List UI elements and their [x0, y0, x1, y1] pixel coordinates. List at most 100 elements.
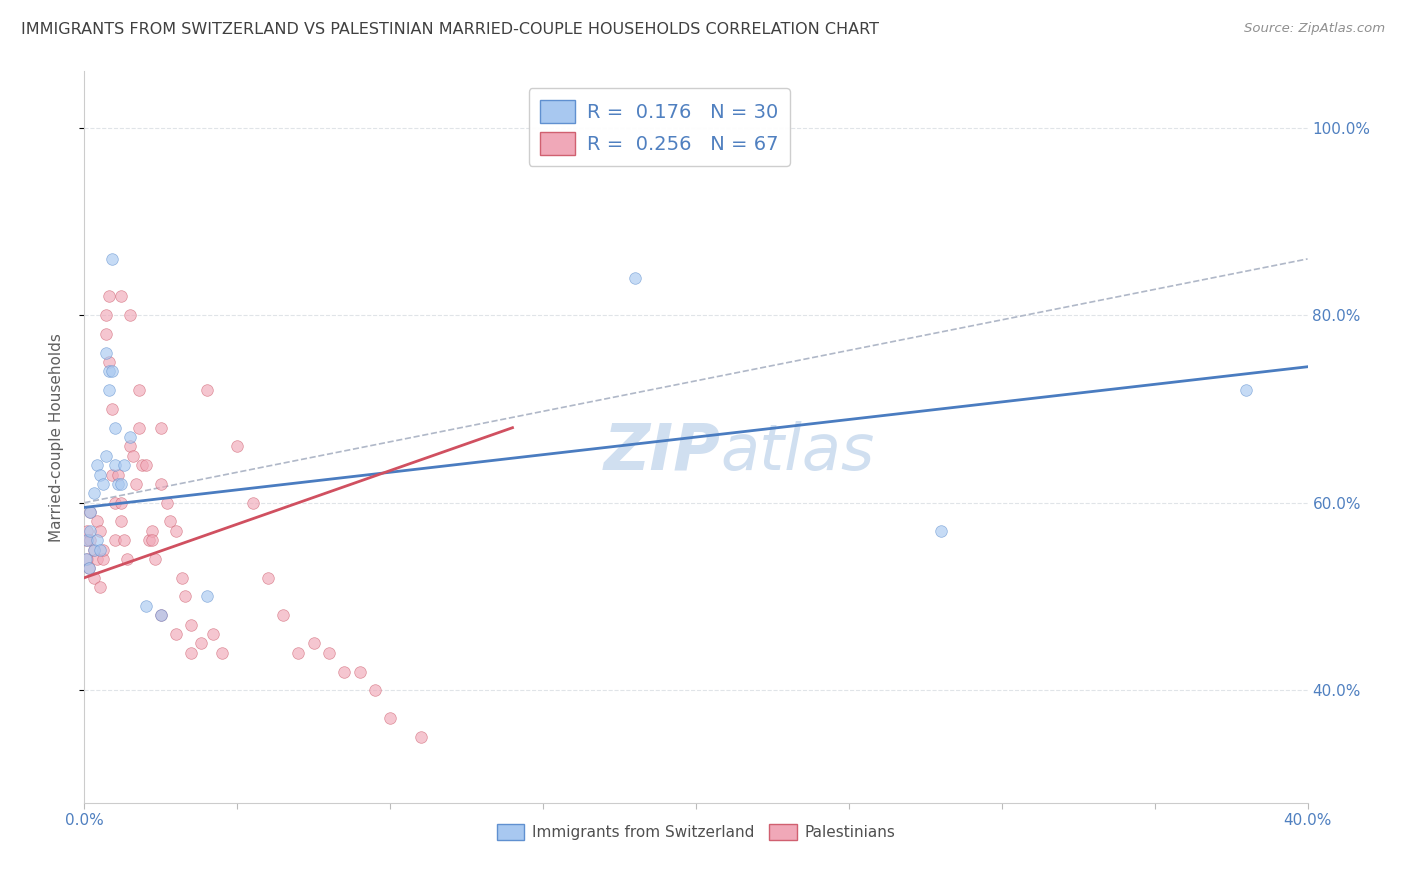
Point — [76, 552, 98, 566]
Point — [174, 590, 197, 604]
Point — [257, 571, 280, 585]
Point — [107, 477, 129, 491]
Point — [138, 533, 160, 548]
Point — [76, 524, 98, 538]
Point — [91, 477, 114, 491]
Point — [195, 590, 218, 604]
Point — [101, 467, 124, 482]
Point — [624, 270, 647, 285]
Point — [101, 252, 124, 266]
Point — [79, 533, 101, 548]
Point — [156, 496, 179, 510]
Point — [271, 608, 294, 623]
Point — [110, 496, 132, 510]
Point — [97, 383, 120, 397]
Point — [110, 477, 132, 491]
Point — [125, 477, 148, 491]
Point — [195, 383, 218, 397]
Point — [180, 617, 202, 632]
Point — [112, 533, 135, 548]
Point — [149, 477, 172, 491]
Text: IMMIGRANTS FROM SWITZERLAND VS PALESTINIAN MARRIED-COUPLE HOUSEHOLDS CORRELATION: IMMIGRANTS FROM SWITZERLAND VS PALESTINI… — [21, 22, 879, 37]
Point — [120, 308, 142, 322]
Point — [86, 458, 108, 473]
Point — [172, 571, 194, 585]
Text: atlas: atlas — [720, 421, 875, 483]
Point — [180, 646, 202, 660]
Point — [94, 345, 117, 359]
Y-axis label: Married-couple Households: Married-couple Households — [49, 333, 63, 541]
Point — [91, 542, 114, 557]
Point — [1236, 383, 1258, 397]
Point — [287, 646, 309, 660]
Point — [104, 458, 127, 473]
Point — [83, 542, 105, 557]
Point — [104, 420, 127, 434]
Text: Source: ZipAtlas.com: Source: ZipAtlas.com — [1244, 22, 1385, 36]
Point — [128, 420, 150, 434]
Point — [86, 515, 108, 529]
Point — [89, 524, 111, 538]
Point — [211, 646, 233, 660]
Point — [131, 458, 153, 473]
Point — [86, 533, 108, 548]
Point — [94, 308, 117, 322]
Point — [89, 542, 111, 557]
Point — [86, 552, 108, 566]
Point — [77, 561, 100, 575]
Point — [97, 364, 120, 378]
Point — [89, 580, 111, 594]
Point — [141, 524, 163, 538]
Point — [76, 533, 98, 548]
Point — [122, 449, 145, 463]
Point — [165, 524, 187, 538]
Point — [97, 355, 120, 369]
Point — [107, 467, 129, 482]
Point — [101, 364, 124, 378]
Point — [79, 505, 101, 519]
Point — [242, 496, 264, 510]
Point — [79, 524, 101, 538]
Point — [79, 505, 101, 519]
Point — [165, 627, 187, 641]
Point — [120, 440, 142, 454]
Point — [110, 515, 132, 529]
Point — [135, 599, 157, 613]
Point — [143, 552, 166, 566]
Point — [115, 552, 138, 566]
Point — [141, 533, 163, 548]
Point — [226, 440, 249, 454]
Point — [97, 289, 120, 303]
Point — [318, 646, 340, 660]
Point — [75, 533, 97, 548]
Point — [104, 496, 127, 510]
Point — [333, 665, 356, 679]
Point — [110, 289, 132, 303]
Point — [104, 533, 127, 548]
Point — [409, 730, 432, 744]
Point — [364, 683, 387, 698]
Point — [94, 449, 117, 463]
Legend: Immigrants from Switzerland, Palestinians: Immigrants from Switzerland, Palestinian… — [491, 818, 901, 847]
Point — [149, 608, 172, 623]
Point — [201, 627, 224, 641]
Point — [75, 552, 97, 566]
Point — [349, 665, 371, 679]
Point — [94, 326, 117, 341]
Point — [128, 383, 150, 397]
Point — [159, 515, 181, 529]
Point — [929, 524, 952, 538]
Point — [83, 486, 105, 500]
Text: ZIP: ZIP — [603, 421, 720, 483]
Point — [120, 430, 142, 444]
Point — [112, 458, 135, 473]
Point — [89, 467, 111, 482]
Point — [91, 552, 114, 566]
Point — [149, 608, 172, 623]
Point — [135, 458, 157, 473]
Point — [83, 571, 105, 585]
Point — [77, 561, 100, 575]
Point — [101, 401, 124, 416]
Point — [302, 636, 325, 650]
Point — [380, 711, 402, 725]
